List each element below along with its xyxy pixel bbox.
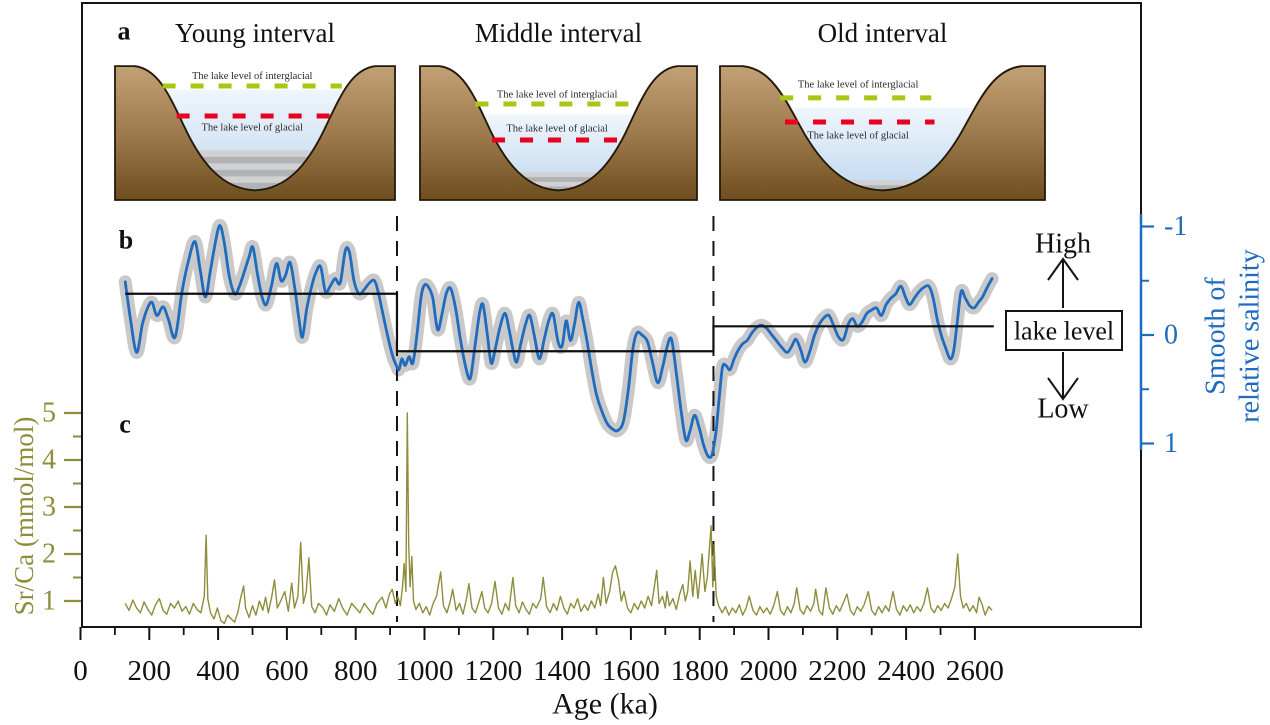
x-tick-label: 800 bbox=[334, 655, 378, 687]
salinity-curve bbox=[123, 224, 994, 459]
salinity-axis-title-line2: relative salinity bbox=[1235, 249, 1266, 422]
x-tick-label: 2200 bbox=[808, 655, 866, 687]
glacial-label: The lake level of glacial bbox=[807, 130, 909, 141]
low-label: Low bbox=[1037, 394, 1089, 425]
panel-b-letter: b bbox=[119, 226, 133, 255]
x-axis-title: Age (ka) bbox=[552, 688, 658, 721]
interglacial-label: The lake level of interglacial bbox=[497, 90, 618, 101]
basin-sediment-layer bbox=[134, 169, 376, 177]
chart-series bbox=[118, 216, 999, 625]
down-arrow-icon bbox=[1047, 377, 1079, 401]
srca-axis-title: Sr/Ca (mmol/mol) bbox=[9, 417, 39, 616]
lake-level-annotation: High lake level Low bbox=[1005, 229, 1123, 425]
x-tick-label: 2600 bbox=[946, 655, 1004, 687]
x-tick-label: 1200 bbox=[464, 655, 522, 687]
salinity-tick-label: 1 bbox=[1164, 428, 1178, 459]
srca-tick-label: 2 bbox=[42, 539, 56, 570]
x-tick-label: 2400 bbox=[877, 655, 935, 687]
basin-sediment-layer bbox=[134, 182, 376, 190]
basin-sediment-layer bbox=[439, 177, 678, 183]
interval-title: Young interval bbox=[175, 18, 335, 48]
x-tick-label: 600 bbox=[265, 655, 309, 687]
glacial-label: The lake level of glacial bbox=[506, 123, 608, 134]
srca-tick-label: 4 bbox=[42, 445, 56, 476]
x-tick-label: 1600 bbox=[602, 655, 660, 687]
x-tick-label: 400 bbox=[196, 655, 240, 687]
lake-basin-diagram-old: The lake level of interglacial The lake l… bbox=[719, 18, 1046, 201]
lake-basin-diagrams: The lake level of interglacial The lake l… bbox=[114, 18, 1046, 201]
srca-tick-label: 1 bbox=[42, 586, 56, 617]
srca-tick-label: 3 bbox=[42, 492, 56, 523]
basin-surface-outline bbox=[134, 65, 376, 192]
lake-level-label: lake level bbox=[1014, 317, 1114, 346]
x-tick-label: 200 bbox=[128, 655, 172, 687]
interglacial-label: The lake level of interglacial bbox=[192, 71, 313, 82]
srca-tick-label: 5 bbox=[42, 398, 56, 429]
basin-sediment-layer bbox=[134, 150, 376, 158]
srca-curve bbox=[124, 412, 993, 625]
panel-a-letter: a bbox=[118, 17, 131, 46]
lake-level-box bbox=[1005, 310, 1123, 351]
interglacial-label: The lake level of interglacial bbox=[798, 79, 919, 90]
high-label: High bbox=[1035, 229, 1091, 260]
x-tick-label: 2000 bbox=[740, 655, 798, 687]
basin-surface-outline bbox=[742, 65, 1023, 192]
interval-title: Old interval bbox=[818, 18, 948, 48]
basin-sediment-layer bbox=[134, 163, 376, 171]
lake-basin-diagram-middle: The lake level of interglacial The lake l… bbox=[419, 18, 698, 201]
x-tick-label: 1400 bbox=[533, 655, 591, 687]
panel-c-letter: c bbox=[119, 410, 131, 439]
x-tick-label: 1000 bbox=[396, 655, 454, 687]
basin-sediment-layer bbox=[134, 156, 376, 164]
x-tick-label: 0 bbox=[73, 655, 88, 687]
glacial-label: The lake level of glacial bbox=[201, 122, 303, 133]
basin-sediment-layer bbox=[134, 176, 376, 184]
basin-sediment-layer bbox=[439, 186, 678, 191]
lake-basin-diagram-young: The lake level of interglacial The lake l… bbox=[114, 18, 396, 201]
up-arrow-icon bbox=[1047, 257, 1079, 281]
lake-level-step-line bbox=[125, 292, 994, 353]
x-tick-label: 1800 bbox=[671, 655, 729, 687]
salinity-tick-label: 0 bbox=[1164, 320, 1178, 351]
chart-axes: 0 200 400 600 800 1000 1200 1400 1600 1800 2000 220… bbox=[42, 211, 1187, 687]
basin-sediment-layer bbox=[439, 181, 678, 188]
basin-sediment-layer bbox=[439, 172, 678, 178]
basin-sediment-layer bbox=[742, 179, 1023, 186]
interval-title: Middle interval bbox=[475, 18, 642, 48]
salinity-axis-title-line1: Smooth of bbox=[1201, 277, 1232, 395]
salinity-tick-label: -1 bbox=[1164, 211, 1187, 242]
basin-sediment-layer bbox=[742, 185, 1023, 191]
